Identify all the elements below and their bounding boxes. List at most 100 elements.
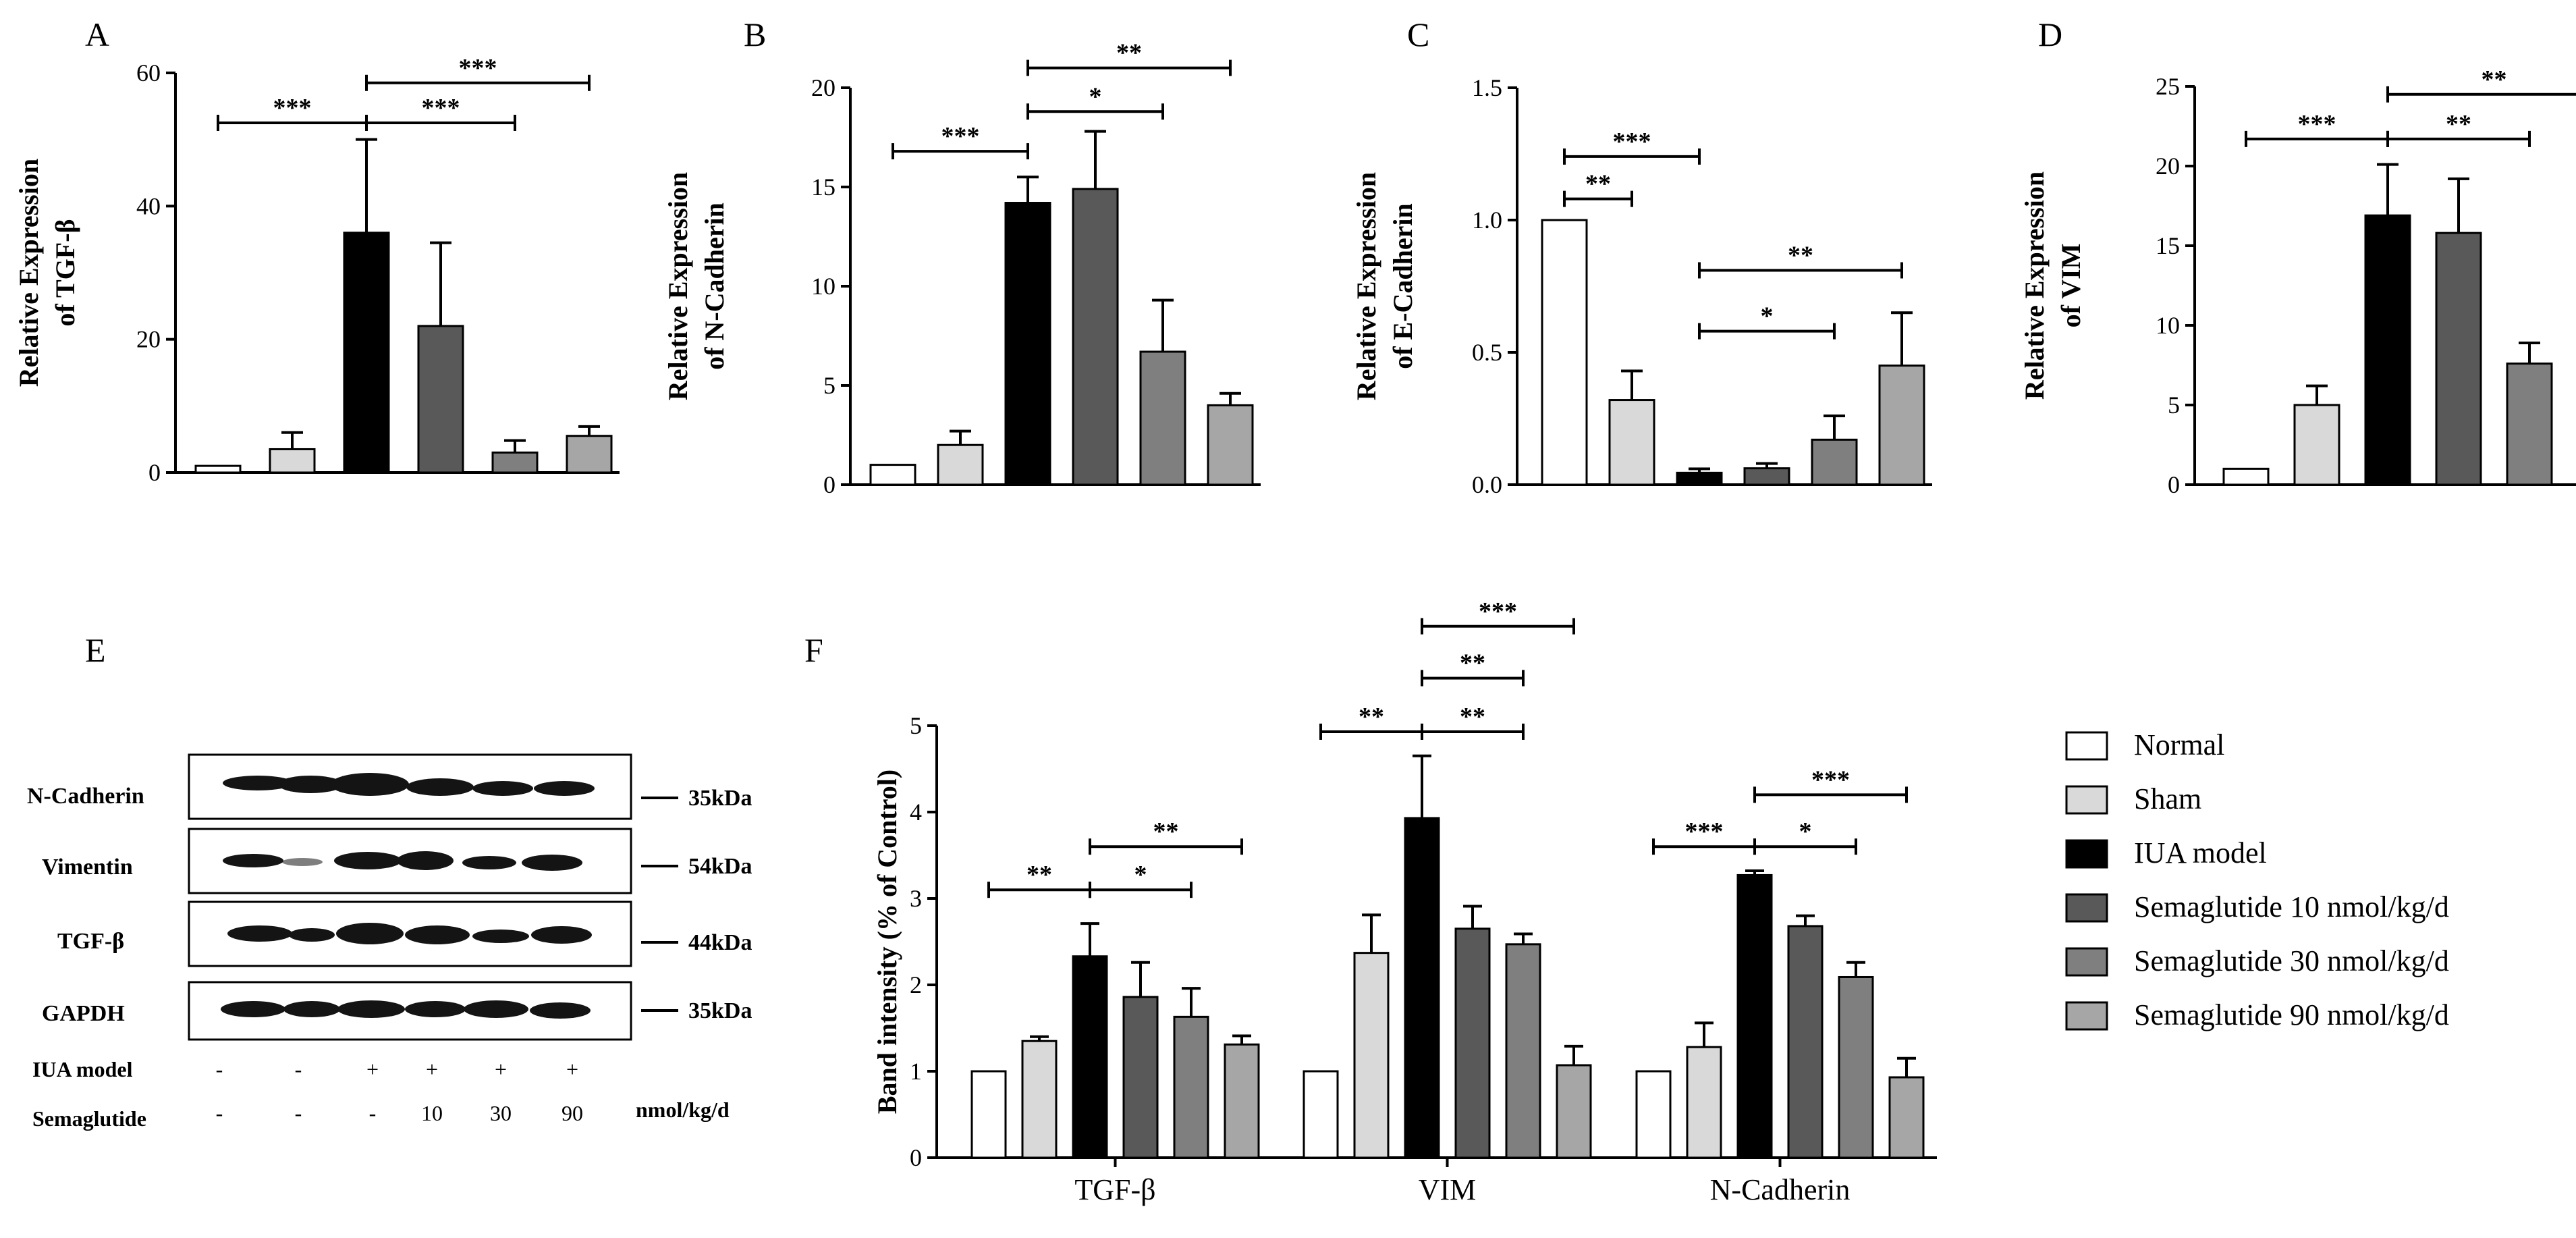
bar (343, 232, 390, 474)
bar (1139, 350, 1186, 486)
significance-label: ** (1116, 39, 1142, 68)
y-axis-title: Relative Expression (1351, 172, 1381, 400)
y-tick-label: 0.0 (1472, 471, 1502, 498)
bar (2364, 214, 2411, 486)
bar (2293, 404, 2340, 486)
band (522, 855, 582, 871)
bar (937, 443, 984, 486)
panel-label-f: F (804, 631, 823, 669)
bar (1303, 1070, 1339, 1159)
size-marker-label: 35kDa (688, 786, 752, 811)
sema-row-label: Semaglutide (32, 1106, 146, 1131)
legend-swatch (2065, 947, 2108, 977)
legend-label: Normal (2134, 728, 2224, 761)
significance-label: ** (1788, 241, 1813, 269)
y-tick-label: 3 (910, 885, 922, 912)
band (331, 773, 409, 796)
bar (417, 325, 464, 474)
bar (1541, 219, 1588, 486)
band (289, 928, 335, 942)
y-tick-label: 15 (2156, 232, 2180, 259)
band (406, 778, 474, 796)
y-axis-title: Relative Expression (13, 159, 44, 387)
unit-label: nmol/kg/d (636, 1098, 730, 1122)
bar (1676, 471, 1723, 486)
panel-label-e: E (85, 631, 106, 669)
bar (1838, 975, 1874, 1159)
significance-label: *** (1685, 817, 1724, 846)
sema-value: - (295, 1101, 302, 1125)
legend-label: Semaglutide 10 nmol/kg/d (2134, 890, 2449, 923)
bar (1207, 404, 1254, 486)
x-tick-label: N-Cadherin (1710, 1173, 1851, 1206)
bar (1878, 365, 1925, 486)
significance-label: ** (1585, 170, 1611, 198)
band (405, 1001, 466, 1017)
bar (1224, 1043, 1260, 1159)
band (337, 1000, 405, 1018)
sema-value: 30 (490, 1101, 512, 1125)
sema-value: 10 (421, 1101, 443, 1125)
y-tick-label: 0.5 (1472, 339, 1502, 366)
y-tick-label: 1.5 (1472, 74, 1502, 101)
band (472, 781, 533, 796)
size-marker-label: 54kDa (688, 854, 752, 879)
bar (1004, 202, 1051, 486)
iua-value: - (216, 1057, 223, 1081)
blot-row-label: TGF-β (57, 929, 124, 954)
legend-swatch (2065, 731, 2108, 761)
y-axis-title: Relative Expression (663, 172, 693, 400)
significance-label: * (1799, 817, 1812, 846)
significance-label: ** (1460, 703, 1485, 731)
legend-swatch (2065, 893, 2108, 923)
significance-label: ** (2482, 65, 2507, 94)
bar (1635, 1070, 1672, 1159)
bar (194, 464, 242, 474)
y-tick-label: 0 (2168, 471, 2180, 498)
significance-label: * (1089, 82, 1102, 111)
bar (1686, 1046, 1722, 1159)
band (472, 930, 529, 943)
bar (1505, 943, 1541, 1159)
bar (1021, 1040, 1058, 1159)
significance-label: *** (1613, 128, 1651, 156)
significance-label: *** (459, 54, 497, 82)
y-tick-label: 5 (910, 712, 922, 739)
size-marker-label: 44kDa (688, 930, 752, 955)
iua-value: + (366, 1057, 379, 1081)
y-tick-label: 2 (910, 971, 922, 998)
bar (1454, 927, 1491, 1159)
y-tick-label: 20 (136, 326, 161, 353)
bar (1736, 873, 1773, 1159)
iua-value: + (566, 1057, 578, 1081)
iua-value: + (426, 1057, 438, 1081)
legend-label: Semaglutide 30 nmol/kg/d (2134, 944, 2449, 977)
bar (1173, 1015, 1209, 1159)
iua-value: - (295, 1057, 302, 1081)
y-tick-label: 5 (823, 372, 835, 399)
sema-value: - (369, 1101, 377, 1125)
x-tick-label: VIM (1419, 1173, 1477, 1206)
y-tick-label: 1 (910, 1058, 922, 1085)
y-axis-title: of TGF-β (50, 219, 80, 326)
sema-value: - (216, 1101, 223, 1125)
panel-label-a: A (85, 16, 109, 53)
y-axis-title: of VIM (2056, 244, 2086, 328)
band (278, 776, 343, 793)
significance-label: ** (1153, 817, 1179, 846)
bar (1122, 996, 1159, 1159)
bar (1353, 952, 1390, 1159)
significance-label: ** (2446, 110, 2471, 138)
band (282, 858, 323, 866)
band (221, 1001, 285, 1017)
legend-swatch (2065, 785, 2108, 815)
panel-label-b: B (744, 16, 766, 53)
y-tick-label: 15 (811, 173, 835, 200)
bar (2222, 467, 2270, 486)
y-axis-title: of N-Cadherin (699, 203, 730, 370)
band (336, 923, 404, 944)
bar (269, 448, 316, 474)
y-tick-label: 20 (811, 74, 835, 101)
